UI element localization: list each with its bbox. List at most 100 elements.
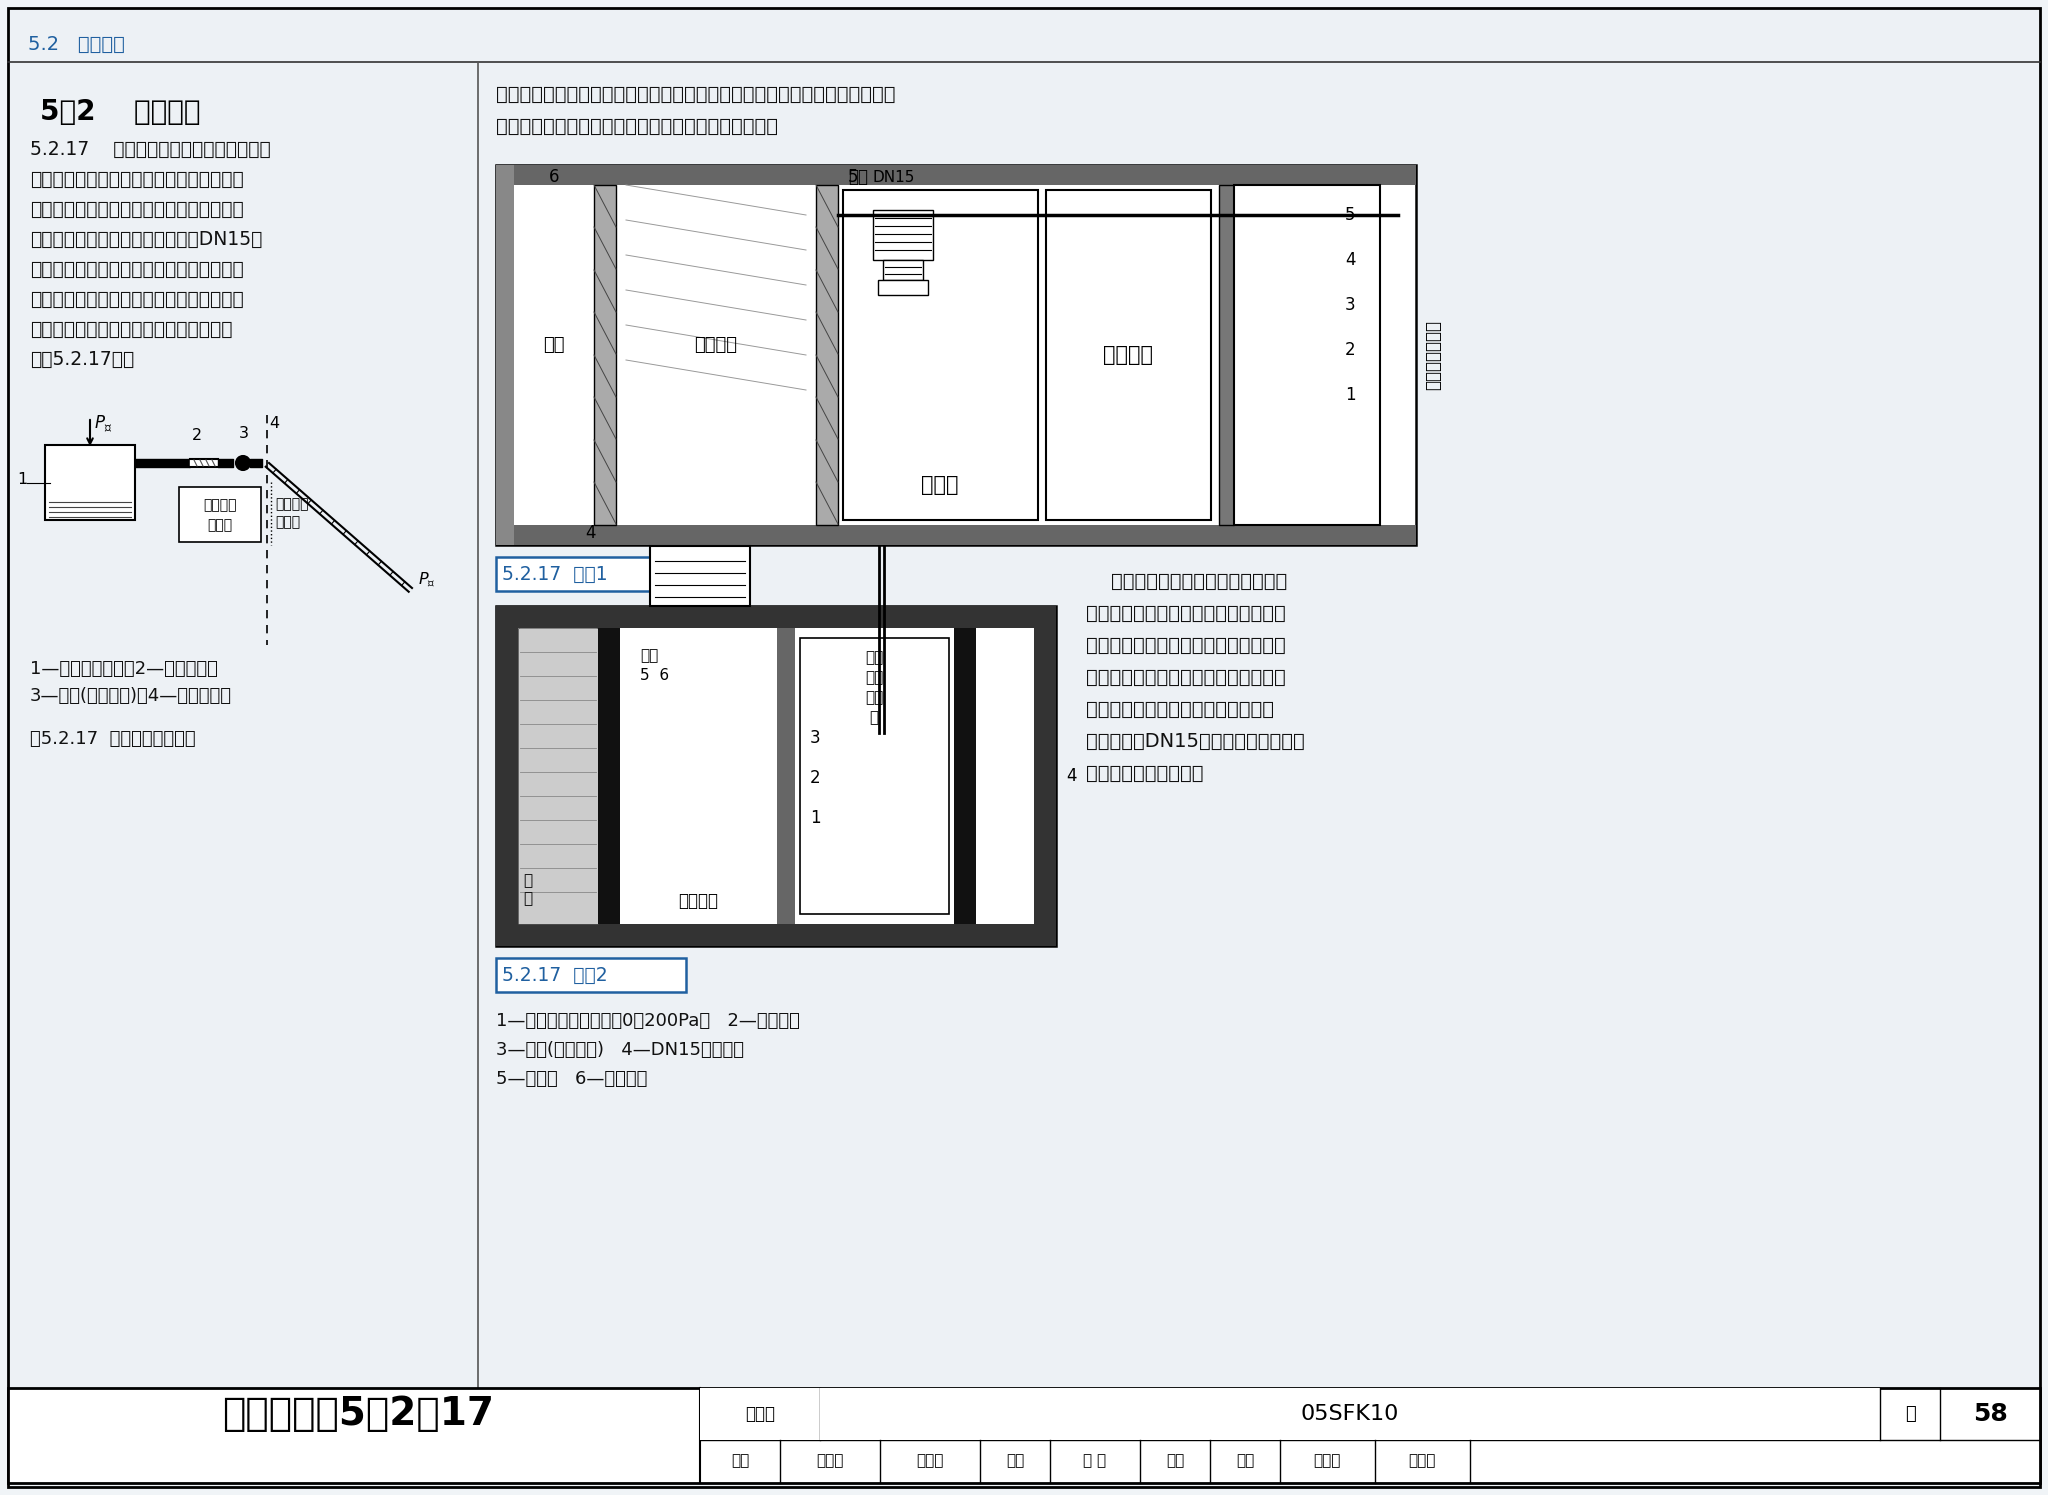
Text: 耿世彭: 耿世彭 [817,1453,844,1468]
Text: 密闭通道: 密闭通道 [678,893,719,910]
Text: 室外零点: 室外零点 [274,496,309,511]
Text: 在防化通信值班室设置测压装置。该装置可: 在防化通信值班室设置测压装置。该装置可 [31,170,244,188]
Text: 图5.2.17  测压装置设置原理: 图5.2.17 测压装置设置原理 [31,730,197,748]
Bar [883,260,924,280]
Bar [801,638,948,913]
Text: 4: 4 [1067,767,1077,785]
Bar [496,164,1415,185]
Text: 校对: 校对 [1006,1453,1024,1468]
Bar [879,280,928,295]
Text: 阀、橡胶软管与倾斜式微压计连接，另一端: 阀、橡胶软管与倾斜式微压计连接，另一端 [31,290,244,309]
Text: 室: 室 [870,710,879,725]
Bar [649,546,750,605]
Text: 室外的测压管组成。测压管应采用DN15热: 室外的测压管组成。测压管应采用DN15热 [31,230,262,250]
Text: 矣多: 矣多 [1165,1453,1184,1468]
Bar [496,525,1415,546]
Text: 应防空地下室外大气压力的地方，管口: 应防空地下室外大气压力的地方，管口 [1085,668,1286,688]
Text: 值班室: 值班室 [207,517,233,532]
Text: 2: 2 [193,428,203,443]
Text: 3: 3 [809,730,821,748]
Text: 4: 4 [1346,251,1356,269]
Text: 1: 1 [1346,386,1356,404]
Text: 向下，目的是减少冲击波的破坏力。: 向下，目的是减少冲击波的破坏力。 [1085,700,1274,719]
Bar [598,628,621,924]
Bar [819,1387,1880,1440]
Text: $P_{内}$: $P_{内}$ [94,413,113,434]
Text: 密闭通道: 密闭通道 [694,336,737,354]
Bar [594,185,616,525]
Bar [496,958,686,993]
Bar [1219,185,1235,525]
Text: 3—球阀(或旋塞阀)；4—热镀锌钢管: 3—球阀(或旋塞阀)；4—热镀锌钢管 [31,688,231,706]
Text: 58: 58 [1972,1402,2007,1426]
Bar [872,209,934,260]
Text: 进风机室: 进风机室 [1104,345,1153,365]
Text: 镀锌钢管，其一端在防化通信值班室通过球: 镀锌钢管，其一端在防化通信值班室通过球 [31,260,244,280]
Text: 5.2.17    设有滤毒通风的防空地下室，应: 5.2.17 设有滤毒通风的防空地下室，应 [31,141,270,158]
Text: $P_{外}$: $P_{外}$ [418,571,436,589]
Text: 通信: 通信 [864,670,883,686]
Text: 5.2.17  图示2: 5.2.17 图示2 [502,966,608,985]
Text: 5: 5 [1346,206,1356,224]
Bar [1235,185,1380,525]
Text: 图集号: 图集号 [745,1405,774,1423]
Bar [815,185,838,525]
Text: 6: 6 [549,167,559,185]
Text: 防化通信: 防化通信 [203,498,238,511]
Bar [496,164,514,546]
Text: 滤毒室: 滤毒室 [922,475,958,495]
Bar [496,558,686,591]
Bar [954,628,977,924]
Text: 室
内: 室 内 [522,873,532,906]
Bar [178,487,260,543]
Text: 室外: 室外 [639,647,657,662]
Text: 防化: 防化 [864,650,883,665]
Text: （图5.2.17）。: （图5.2.17）。 [31,350,135,369]
Text: 设计: 设计 [1235,1453,1253,1468]
Text: 1: 1 [809,809,821,827]
Bar [844,190,1038,520]
Text: 则引至室外空气零点压力处，且管口向下: 则引至室外空气零点压力处，且管口向下 [31,320,233,339]
Text: 页: 页 [1905,1405,1915,1423]
Text: 4: 4 [268,416,279,431]
Text: 由倾斜式微压计、连接软管、铜球阀和通至: 由倾斜式微压计、连接软管、铜球阀和通至 [31,200,244,218]
Text: 装在进风口部防化通信值班室内。测压: 装在进风口部防化通信值班室内。测压 [1085,604,1286,623]
Text: 测压管采用DN15镀锌钢管，预埋位置: 测压管采用DN15镀锌钢管，预埋位置 [1085,733,1305,750]
Bar [496,605,1057,946]
Text: 1—倾斜式微压计（量程0～200Pa）   2—连接软管: 1—倾斜式微压计（量程0～200Pa） 2—连接软管 [496,1012,801,1030]
Circle shape [236,456,250,469]
Text: 5—密闭肋   6—向下弯头: 5—密闭肋 6—向下弯头 [496,1070,647,1088]
Text: 5．2    防护通风: 5．2 防护通风 [41,99,201,126]
Text: 05SFK10: 05SFK10 [1300,1404,1399,1425]
Text: 3: 3 [1346,296,1356,314]
Bar [8,1387,2040,1483]
Text: 防化通信值班室: 防化通信值班室 [1423,320,1442,390]
Text: 管的室外端引至防护密闭门外能准确反: 管的室外端引至防护密闭门外能准确反 [1085,635,1286,655]
Text: 和高度由设计人员定。: 和高度由设计人员定。 [1085,764,1204,783]
Text: 以准确获知防止毒剂渗入室内的超压值是否满足要求。: 以准确获知防止毒剂渗入室内的超压值是否满足要求。 [496,117,778,136]
Text: 压力处: 压力处 [274,514,301,529]
Text: 防护通风－5．2．17: 防护通风－5．2．17 [221,1395,494,1434]
Bar [496,605,1057,628]
Bar [700,1387,819,1440]
Text: 2: 2 [809,768,821,786]
Text: 值班: 值班 [864,691,883,706]
Text: 马吉民: 马吉民 [1313,1453,1341,1468]
Text: 1: 1 [16,472,27,487]
Text: 5.2.17  图示1: 5.2.17 图示1 [502,565,608,583]
Bar [1047,190,1210,520]
Text: DN15: DN15 [872,169,915,184]
Bar [776,628,795,924]
Text: 室内: 室内 [848,167,868,185]
Text: 4: 4 [586,525,596,543]
Text: 室外: 室外 [543,336,565,354]
Text: 5: 5 [848,167,858,185]
Bar [496,924,1057,946]
Text: 5.2   防护通风: 5.2 防护通风 [29,34,125,54]
Text: 5  6: 5 6 [639,668,670,683]
Bar [45,446,135,520]
Text: 3: 3 [240,426,250,441]
Text: 2: 2 [1346,341,1356,359]
Bar [496,605,518,946]
Text: 审核: 审核 [731,1453,750,1468]
